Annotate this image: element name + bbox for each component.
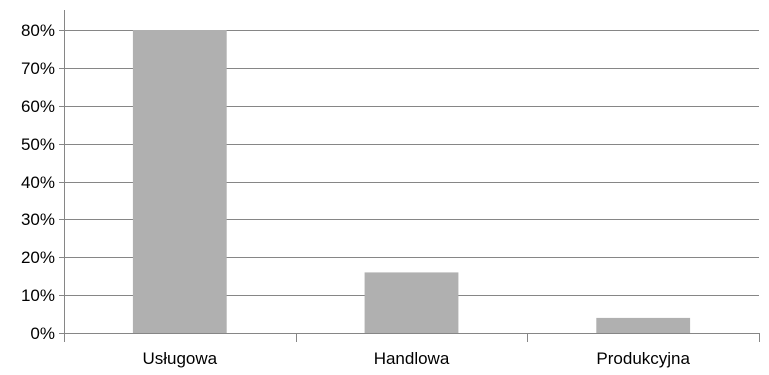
y-tick-label: 60% [21, 97, 55, 116]
y-tick-label: 70% [21, 59, 55, 78]
x-category-label: Usługowa [142, 349, 217, 368]
bar [132, 30, 227, 333]
y-tick-label: 10% [21, 286, 55, 305]
category-labels: Usługowa Handlowa Produkcyjna [142, 349, 690, 368]
y-tick-label: 0% [30, 324, 55, 343]
x-category-label: Handlowa [374, 349, 450, 368]
bar [364, 272, 459, 333]
bar [596, 317, 691, 333]
bars [132, 30, 691, 333]
y-tick-labels: 0% 10% 20% 30% 40% 50% 60% 70% 80% [21, 21, 55, 343]
y-tick-label: 40% [21, 173, 55, 192]
y-tick-label: 30% [21, 210, 55, 229]
y-tick-label: 50% [21, 135, 55, 154]
y-tick-label: 20% [21, 248, 55, 267]
y-tick-label: 80% [21, 21, 55, 40]
axes [59, 10, 760, 342]
x-category-label: Produkcyjna [596, 349, 690, 368]
